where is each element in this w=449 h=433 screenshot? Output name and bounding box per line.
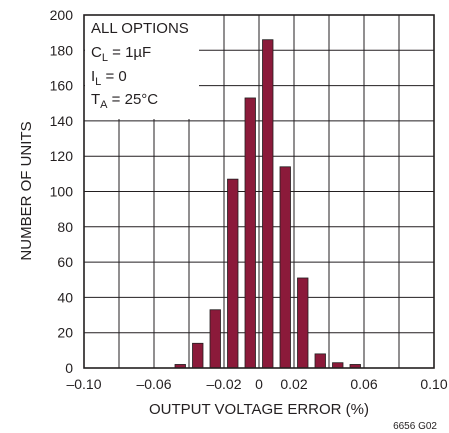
- condition-load-capacitance: CL = 1µF: [91, 44, 151, 64]
- condition-ambient-temperature: TA = 25°C: [91, 91, 158, 111]
- y-tick-label: 20: [57, 325, 73, 341]
- y-tick-label: 100: [50, 184, 74, 200]
- y-tick-label: 60: [57, 254, 73, 270]
- histogram-bar: [244, 97, 256, 369]
- x-tick-label: 0.02: [280, 376, 307, 392]
- y-axis-label: NUMBER OF UNITS: [18, 121, 35, 260]
- y-tick-label: 200: [50, 7, 74, 23]
- histogram-bar: [209, 309, 221, 369]
- y-tick-label: 140: [50, 113, 74, 129]
- x-tick-label: 0.10: [420, 376, 447, 392]
- histogram-bar: [227, 178, 239, 369]
- figure-id: 6656 G02: [393, 421, 437, 432]
- y-tick-label: 120: [50, 148, 74, 164]
- x-tick-label: –0.10: [66, 376, 101, 392]
- y-tick-label: 160: [50, 78, 74, 94]
- histogram-bar: [262, 39, 274, 369]
- plot-frame: [83, 14, 435, 369]
- x-tick-label: –0.06: [136, 376, 171, 392]
- x-axis-label: OUTPUT VOLTAGE ERROR (%): [149, 401, 369, 418]
- histogram-bar: [279, 166, 291, 369]
- y-tick-label: 80: [57, 219, 73, 235]
- x-tick-label: –0.02: [206, 376, 241, 392]
- condition-all-options: ALL OPTIONS: [91, 20, 189, 37]
- x-tick-label: 0.06: [350, 376, 377, 392]
- y-tick-label: 180: [50, 42, 74, 58]
- y-tick-label: 0: [65, 360, 73, 376]
- y-tick-label: 40: [57, 289, 73, 305]
- x-tick-label: 0: [255, 376, 263, 392]
- y-tick-labels: 0 20 40 60 80 100 120 140 160 180 200: [50, 7, 74, 376]
- histogram-bar: [192, 342, 204, 369]
- x-tick-labels: –0.10 –0.06 –0.02 0 0.02 0.06 0.10: [66, 376, 447, 392]
- bars: [174, 39, 361, 369]
- histogram-bar: [314, 353, 326, 369]
- histogram-bar: [297, 277, 309, 369]
- conditions-box: [85, 15, 199, 119]
- condition-load-current: IL = 0: [91, 68, 127, 88]
